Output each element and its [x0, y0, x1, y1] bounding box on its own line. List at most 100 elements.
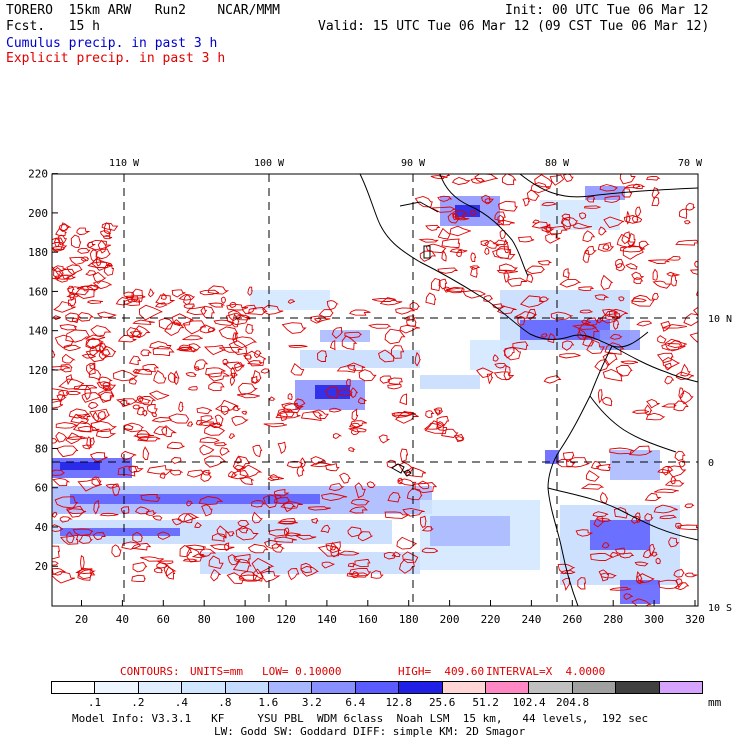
precip-contour	[151, 417, 172, 423]
precip-contour	[695, 290, 698, 297]
precip-contour	[470, 252, 477, 262]
precip-contour	[604, 195, 620, 203]
precip-contour	[484, 247, 490, 255]
precip-contour	[676, 524, 698, 530]
precip-contour	[131, 542, 152, 551]
precip-contour	[670, 475, 677, 485]
precip-contour	[187, 386, 198, 391]
x-tick-label: 200	[440, 613, 460, 626]
precip-contour	[402, 551, 419, 564]
precip-contour	[332, 433, 343, 440]
precip-contour	[80, 555, 85, 570]
precip-contour	[348, 567, 372, 577]
precip-contour	[52, 349, 56, 358]
coastline-layer	[359, 174, 698, 606]
precip-contour	[599, 184, 618, 192]
precip-contour	[664, 480, 685, 487]
precip-contour	[228, 310, 244, 322]
precip-contour	[503, 365, 511, 381]
precip-contour	[72, 528, 94, 536]
precip-contour	[67, 285, 75, 294]
precip-contour	[133, 433, 155, 438]
colorbar-swatch	[572, 682, 617, 693]
precip-contour	[391, 551, 401, 558]
precip-contour	[634, 561, 649, 567]
precip-contour	[287, 299, 296, 304]
precip-contour	[95, 428, 117, 438]
precip-contour	[673, 568, 685, 578]
precip-contour	[287, 393, 293, 401]
precip-contour	[601, 396, 613, 407]
precip-contour	[549, 174, 565, 186]
precip-contour	[148, 390, 170, 400]
precip-contour	[660, 320, 672, 332]
precip-contour	[614, 547, 626, 555]
precip-contour	[585, 470, 600, 482]
precip-contour	[274, 536, 297, 543]
model-title: TORERO 15km ARW Run2 NCAR/MMM	[6, 3, 280, 18]
precip-contour	[387, 377, 403, 385]
precip-contour	[631, 598, 652, 606]
precip-contour	[657, 335, 667, 344]
precip-contour	[492, 354, 500, 362]
precip-contour	[52, 398, 64, 409]
precip-contour	[84, 384, 92, 401]
precip-contour	[200, 415, 215, 423]
precip-contour	[659, 514, 678, 520]
precip-contour	[602, 244, 611, 250]
precip-contour	[350, 498, 370, 506]
precip-contour	[661, 403, 677, 408]
x-tick-label: 300	[644, 613, 664, 626]
precip-contour	[132, 319, 155, 325]
precip-contour	[547, 333, 557, 344]
precip-contour	[378, 434, 391, 444]
precip-contour	[644, 513, 654, 522]
precip-contour	[685, 202, 696, 211]
precip-contour	[310, 462, 333, 468]
precip-contour	[263, 539, 283, 549]
precip-contour	[171, 518, 184, 526]
precip-contour	[178, 344, 193, 351]
precip-contour	[234, 362, 245, 372]
precip-contour	[59, 222, 70, 233]
precip-contour	[580, 483, 605, 490]
precip-contour	[277, 441, 287, 455]
precip-contour	[504, 346, 522, 361]
precip-contour	[210, 568, 222, 582]
precip-contour	[419, 515, 427, 528]
precip-contour	[525, 265, 546, 275]
precip-contour	[129, 330, 142, 338]
precip-contour	[184, 544, 207, 551]
precip-contour	[66, 264, 83, 276]
precip-contour	[230, 366, 237, 379]
precip-contour	[584, 245, 597, 256]
precip-contour	[232, 332, 238, 343]
colorbar-label: 204.8	[556, 696, 590, 709]
precip-contour	[579, 309, 593, 314]
precip-contour	[649, 543, 656, 558]
precip-contour	[517, 236, 535, 243]
precip-contour	[358, 369, 377, 382]
precip-contour	[65, 329, 91, 343]
precip-contour	[684, 503, 695, 509]
precip-contour	[262, 304, 284, 315]
precip-contour	[494, 362, 508, 369]
precip-contour	[74, 285, 97, 299]
precip-contour	[378, 349, 395, 363]
precip-contour	[207, 285, 230, 295]
lat-label: 10 S	[708, 603, 732, 614]
precip-contour	[372, 297, 397, 302]
precip-contour	[559, 278, 582, 288]
precip-contour	[317, 350, 328, 362]
north-america-coastline	[359, 174, 649, 348]
precip-contour	[142, 410, 148, 417]
precip-contour	[236, 393, 260, 399]
precip-contour	[313, 317, 322, 323]
precip-contour	[320, 524, 331, 534]
precip-contour	[138, 304, 163, 321]
precip-contour	[288, 344, 308, 348]
precip-contour	[185, 371, 197, 377]
precip-contour	[85, 337, 103, 350]
precip-contour	[208, 555, 224, 570]
precip-contour	[628, 445, 652, 456]
